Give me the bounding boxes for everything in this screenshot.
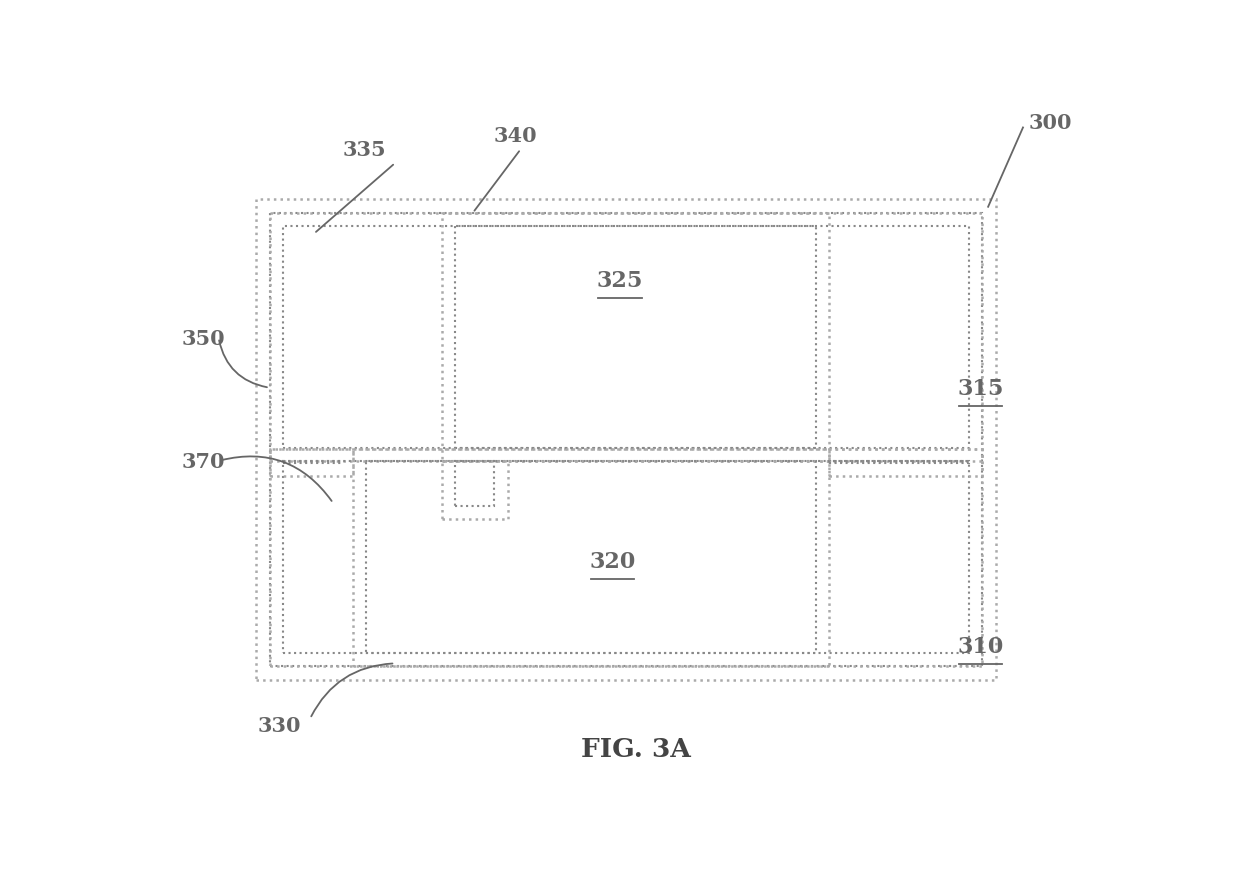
- Text: 330: 330: [257, 715, 301, 735]
- Text: 300: 300: [1028, 113, 1071, 133]
- Text: 335: 335: [342, 139, 386, 160]
- Bar: [270, 450, 982, 667]
- Bar: [830, 450, 982, 477]
- Bar: [283, 461, 968, 653]
- Text: 340: 340: [494, 126, 537, 146]
- Bar: [270, 214, 982, 667]
- Bar: [283, 461, 341, 464]
- Text: FIG. 3A: FIG. 3A: [580, 736, 691, 760]
- Bar: [270, 450, 352, 477]
- Bar: [441, 214, 830, 461]
- Text: 320: 320: [589, 551, 635, 573]
- Bar: [455, 227, 816, 448]
- Bar: [270, 214, 982, 461]
- Bar: [366, 461, 816, 653]
- Text: 370: 370: [181, 452, 224, 471]
- Bar: [352, 450, 830, 667]
- Text: 310: 310: [957, 635, 1003, 657]
- Text: 350: 350: [181, 328, 224, 348]
- Bar: [255, 200, 996, 681]
- Bar: [830, 461, 968, 464]
- Bar: [283, 227, 968, 448]
- Text: 315: 315: [957, 377, 1003, 399]
- Text: 325: 325: [596, 269, 644, 291]
- Bar: [455, 461, 495, 506]
- Bar: [441, 461, 507, 519]
